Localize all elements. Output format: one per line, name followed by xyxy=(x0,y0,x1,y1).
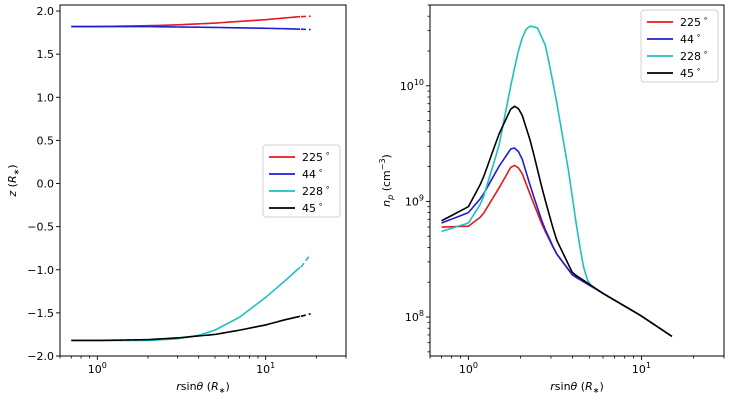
series-line-3 xyxy=(71,315,301,342)
series-line-3 xyxy=(441,105,673,338)
x-tick-label: 101 xyxy=(256,361,275,376)
x-tick-label: 101 xyxy=(632,361,651,376)
legend-label-2: 228 ∘ xyxy=(680,48,708,63)
y-tick-label: 1.5 xyxy=(37,48,55,61)
y-tick-label: −0.5 xyxy=(27,221,54,234)
left-panel-z-vs-radius: 100 101 2.0 1.5 1.0 0.5 0.0 −0.5 −1.0 −1.5 −2.0 rsi… xyxy=(6,4,347,395)
y-tick-label: 109 xyxy=(405,193,424,208)
plot-frame xyxy=(59,4,347,357)
legend-frame xyxy=(640,9,719,83)
y-tick-label: −1.0 xyxy=(27,264,54,277)
legend-frame xyxy=(262,144,341,218)
legend: 225 ∘ 44 ∘ 228 ∘ 45 ∘ xyxy=(262,144,341,218)
y-tick-label: 108 xyxy=(405,309,424,324)
x-tick-label: 100 xyxy=(459,361,478,376)
right-panel-density-vs-radius: 100 101 108 109 1010 rsinθ (R∗) np (cm−3) 225 ∘ 4… xyxy=(378,4,725,395)
y-tick-label: 0.0 xyxy=(37,178,55,191)
series-line-1 xyxy=(441,147,673,338)
x-axis-label: rsinθ (R∗) xyxy=(176,380,229,395)
legend: 225 ∘ 44 ∘ 228 ∘ 45 ∘ xyxy=(640,9,719,83)
y-tick-label: −2.0 xyxy=(27,350,54,363)
series-dash-3 xyxy=(300,312,311,318)
legend-label-2: 228 ∘ xyxy=(302,183,330,198)
y-tick-label: 2.0 xyxy=(37,5,55,18)
legend-label-1: 44 ∘ xyxy=(680,31,701,46)
series-line-1 xyxy=(71,25,301,30)
legend-label-1: 44 ∘ xyxy=(302,166,323,181)
series-line-0 xyxy=(71,15,301,28)
series-group xyxy=(71,15,312,342)
x-tick-label: 100 xyxy=(88,361,107,376)
series-dash-2 xyxy=(300,253,312,268)
y-tick-label: −1.5 xyxy=(27,307,54,320)
legend-label-3: 45 ∘ xyxy=(302,200,323,215)
plot-frame xyxy=(429,4,725,357)
legend-label-0: 225 ∘ xyxy=(302,149,330,164)
y-tick-label: 1010 xyxy=(400,78,424,93)
series-line-2 xyxy=(441,25,673,338)
series-group xyxy=(441,25,673,338)
y-tick-label: 0.5 xyxy=(37,134,55,147)
series-line-2 xyxy=(71,266,301,342)
y-axis-label: z (R∗) xyxy=(6,164,21,197)
x-axis-label: rsinθ (R∗) xyxy=(550,380,603,395)
legend-label-0: 225 ∘ xyxy=(680,14,708,29)
y-axis-label: np (cm−3) xyxy=(378,154,395,207)
legend-label-3: 45 ∘ xyxy=(680,65,701,80)
y-tick-label: 1.0 xyxy=(37,91,55,104)
